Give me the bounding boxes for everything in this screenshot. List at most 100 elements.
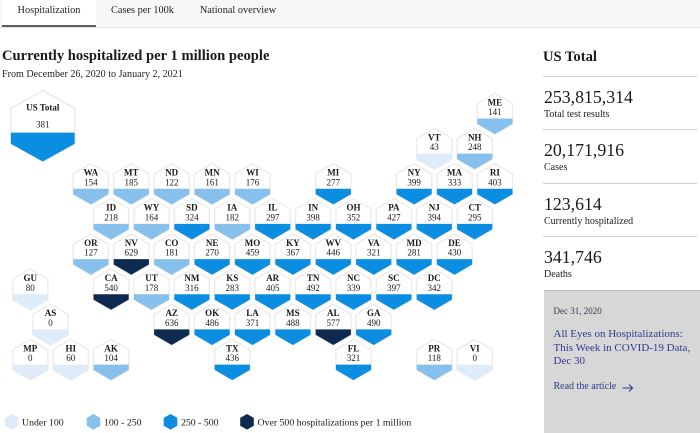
svg-text:NY: NY [408,168,421,178]
svg-text:0: 0 [472,353,477,363]
svg-text:Over 500 hospitalizations per: Over 500 hospitalizations per 1 million [258,418,412,429]
svg-text:316: 316 [185,283,199,293]
svg-text:488: 488 [286,318,300,328]
svg-text:161: 161 [205,177,219,187]
svg-text:NE: NE [206,238,219,248]
svg-text:430: 430 [448,248,462,258]
svg-text:Under 100: Under 100 [22,418,64,429]
svg-text:OH: OH [346,203,360,213]
svg-text:321: 321 [347,353,361,363]
svg-text:AS: AS [45,308,57,318]
svg-text:297: 297 [266,212,280,222]
svg-text:0: 0 [28,353,33,363]
svg-text:333: 333 [448,177,462,187]
svg-text:367: 367 [286,248,300,258]
svg-text:403: 403 [488,177,502,187]
svg-text:MO: MO [245,238,261,248]
svg-text:ID: ID [106,203,117,213]
svg-text:394: 394 [428,212,442,222]
svg-text:182: 182 [226,212,240,222]
svg-text:250 - 500: 250 - 500 [181,418,219,429]
svg-text:WA: WA [84,168,99,178]
svg-text:AZ: AZ [165,308,178,318]
svg-text:122: 122 [165,177,179,187]
svg-text:IL: IL [268,203,278,213]
svg-text:OR: OR [84,238,98,248]
svg-text:AK: AK [104,343,118,353]
svg-text:164: 164 [145,212,159,222]
svg-text:KY: KY [286,238,300,248]
svg-text:IA: IA [227,203,238,213]
svg-text:324: 324 [185,212,199,222]
svg-text:US Total: US Total [26,103,60,113]
svg-text:MS: MS [286,308,300,318]
svg-text:ND: ND [165,168,178,178]
svg-text:283: 283 [226,283,240,293]
svg-text:NV: NV [125,238,138,248]
svg-text:371: 371 [246,318,260,328]
svg-text:MP: MP [23,343,37,353]
svg-text:VT: VT [428,132,441,142]
svg-text:NJ: NJ [429,203,440,213]
svg-text:352: 352 [347,212,361,222]
svg-text:629: 629 [125,248,139,258]
svg-text:405: 405 [266,283,280,293]
svg-text:0: 0 [48,318,53,328]
svg-text:60: 60 [66,353,76,363]
svg-text:127: 127 [84,248,98,258]
svg-text:TX: TX [226,343,239,353]
svg-text:398: 398 [306,212,320,222]
svg-text:397: 397 [387,283,401,293]
svg-text:399: 399 [407,177,421,187]
svg-text:486: 486 [205,318,219,328]
svg-text:CT: CT [468,203,481,213]
svg-text:MT: MT [124,168,139,178]
svg-text:GU: GU [24,273,38,283]
svg-text:492: 492 [306,283,320,293]
svg-text:SC: SC [388,273,400,283]
svg-text:248: 248 [468,142,482,152]
svg-text:381: 381 [36,120,50,130]
svg-text:427: 427 [387,212,401,222]
svg-text:321: 321 [367,248,381,258]
svg-text:104: 104 [104,353,118,363]
svg-text:540: 540 [104,283,118,293]
svg-text:LA: LA [246,308,259,318]
svg-text:IN: IN [308,203,319,213]
svg-text:270: 270 [205,248,219,258]
svg-text:436: 436 [226,353,240,363]
svg-text:VA: VA [368,238,380,248]
svg-text:KS: KS [226,273,238,283]
svg-text:141: 141 [488,107,502,117]
svg-text:295: 295 [468,212,482,222]
svg-text:277: 277 [327,177,341,187]
svg-text:446: 446 [327,248,341,258]
svg-text:WY: WY [144,203,160,213]
svg-text:GA: GA [367,308,381,318]
svg-text:PR: PR [428,343,440,353]
svg-text:OK: OK [205,308,219,318]
svg-text:100 - 250: 100 - 250 [104,418,142,429]
svg-text:RI: RI [490,168,500,178]
svg-text:281: 281 [407,248,421,258]
svg-text:342: 342 [428,283,442,293]
svg-text:80: 80 [26,283,36,293]
svg-text:176: 176 [246,177,260,187]
svg-text:218: 218 [104,212,118,222]
svg-text:154: 154 [84,177,98,187]
svg-text:NC: NC [347,273,360,283]
svg-text:43: 43 [430,142,440,152]
svg-text:181: 181 [165,248,179,258]
svg-text:AR: AR [266,273,279,283]
svg-text:118: 118 [428,353,442,363]
svg-text:MA: MA [447,168,462,178]
svg-text:NH: NH [468,132,482,142]
svg-text:185: 185 [125,177,139,187]
svg-text:MI: MI [327,168,339,178]
svg-text:636: 636 [165,318,179,328]
svg-text:AL: AL [327,308,340,318]
svg-text:490: 490 [367,318,381,328]
svg-text:ME: ME [488,97,503,107]
svg-text:PA: PA [388,203,400,213]
svg-text:SD: SD [186,203,198,213]
